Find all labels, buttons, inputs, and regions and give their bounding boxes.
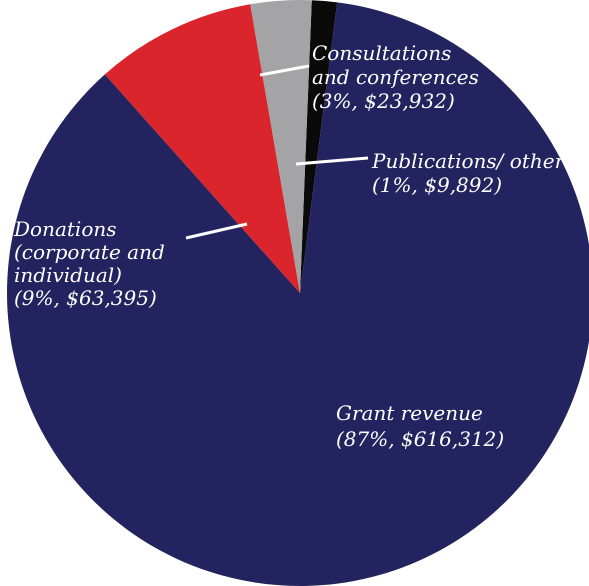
slice-label-line: Publications/ other xyxy=(371,149,566,173)
slice-label-line: and conferences xyxy=(312,65,479,89)
slice-label-consultations: Consultations and conferences (3%, $23,932… xyxy=(312,41,479,113)
leader-lines xyxy=(185,64,369,240)
slice-label-grant: Grant revenue (87%, $616,312) xyxy=(336,401,504,451)
slice-label-line: Grant revenue xyxy=(336,401,483,425)
leader-line-publications xyxy=(295,156,369,166)
slice-label-line: Donations xyxy=(13,217,117,241)
slice-label-line: (1%, $9,892) xyxy=(372,173,502,197)
pie-slice-publications xyxy=(300,0,338,293)
slice-label-line: (corporate and xyxy=(14,240,165,264)
pie-slice-donations xyxy=(104,4,300,294)
slice-label-publications: Publications/ other (1%, $9,892) xyxy=(371,149,566,197)
pie-slices xyxy=(7,0,589,586)
slice-label-line: individual) xyxy=(14,263,122,287)
slice-labels: Publications/ other (1%, $9,892) Grant rev… xyxy=(13,41,566,451)
slice-label-line: (87%, $616,312) xyxy=(336,427,504,451)
pie-slice-grant xyxy=(7,2,589,586)
slice-label-donations: Donations (corporate and individual) (9%, $… xyxy=(13,217,165,310)
slice-label-line: (3%, $23,932) xyxy=(312,89,455,113)
slice-label-line: (9%, $63,395) xyxy=(14,286,157,310)
slice-label-line: Consultations xyxy=(312,41,451,65)
leader-line-consultations xyxy=(259,64,310,77)
leader-line-donations xyxy=(185,222,248,240)
